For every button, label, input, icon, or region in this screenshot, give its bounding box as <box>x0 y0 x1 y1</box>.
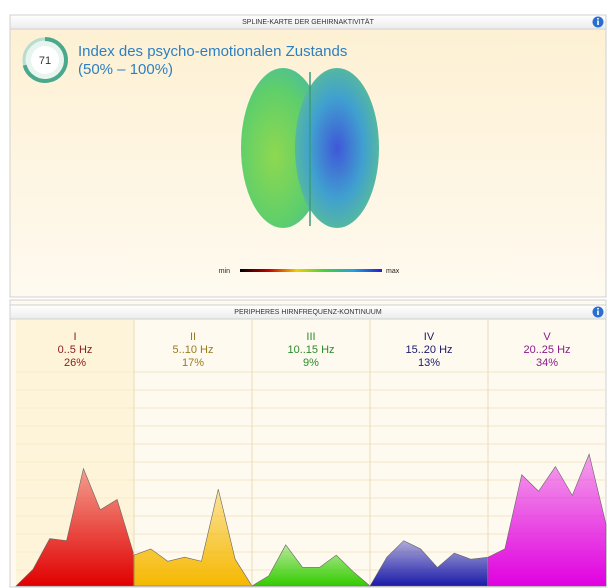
band-numeral: IV <box>424 331 435 343</box>
band-numeral: III <box>306 331 315 343</box>
color-scale <box>240 269 382 272</box>
band-area <box>487 453 607 587</box>
band-range: 15..20 Hz <box>405 344 452 356</box>
index-subtitle: (50% – 100%) <box>78 61 173 78</box>
band-range: 20..25 Hz <box>523 344 570 356</box>
band-percent: 17% <box>182 357 204 369</box>
index-title: Index des psycho-emotionalen Zustands <box>78 43 347 60</box>
band-numeral: I <box>73 331 76 343</box>
band-area <box>250 544 371 587</box>
band-percent: 34% <box>536 357 558 369</box>
band-percent: 13% <box>418 357 440 369</box>
band-range: 10..15 Hz <box>287 344 334 356</box>
gauge-center <box>31 46 59 74</box>
info-icon[interactable] <box>592 306 604 318</box>
brain-map <box>241 68 379 228</box>
bottom-header <box>9 304 607 320</box>
gauge-value: 71 <box>39 55 51 67</box>
scale-min: min <box>219 268 230 275</box>
bottom-header-title: PERIPHERES HIRNFREQUENZ-KONTINUUM <box>234 309 382 316</box>
band-numeral: V <box>543 331 551 343</box>
gauge-arc <box>22 37 68 83</box>
band-percent: 26% <box>64 357 86 369</box>
top-header-title: SPLINE-KARTE DER GEHIRNAKTIVITÄT <box>242 18 374 26</box>
band-percent: 9% <box>303 357 319 369</box>
band-range: 0..5 Hz <box>58 344 93 356</box>
scale-max: max <box>386 268 400 275</box>
band-area <box>133 489 253 587</box>
band-range: 5..10 Hz <box>173 344 214 356</box>
band-numeral: II <box>190 331 196 343</box>
info-icon[interactable] <box>592 16 604 28</box>
top-header <box>9 14 607 30</box>
